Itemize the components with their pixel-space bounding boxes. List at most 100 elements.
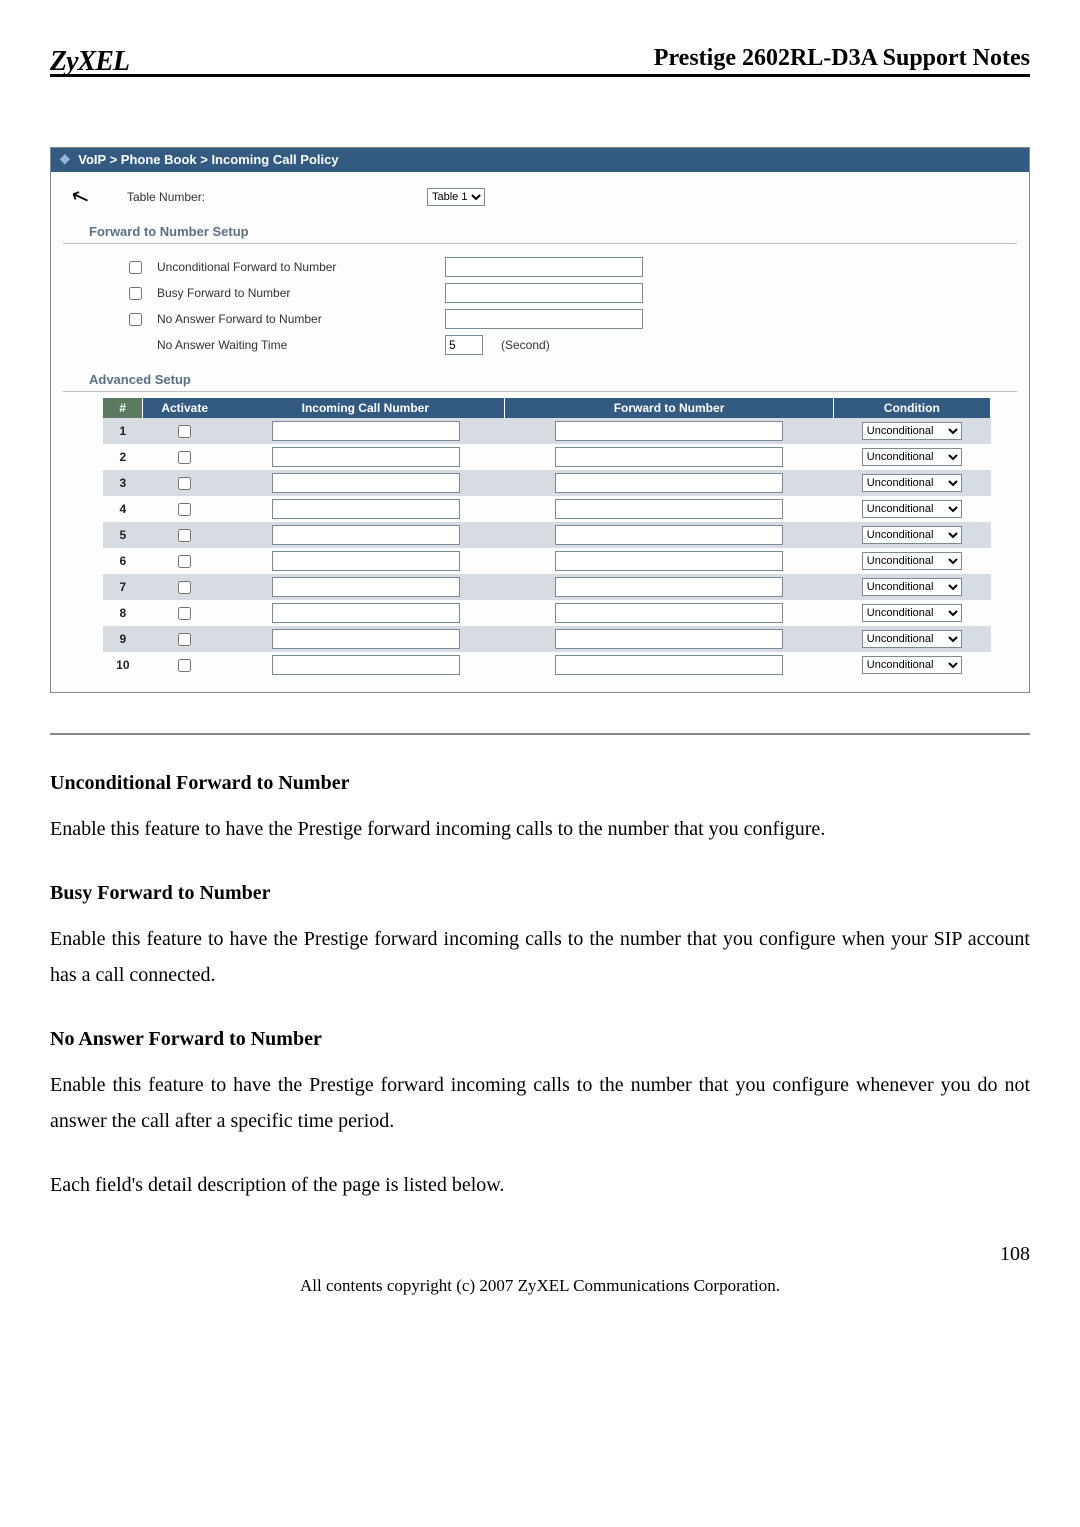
page-title: Prestige 2602RL-D3A Support Notes (654, 45, 1030, 72)
incoming-number-input[interactable] (272, 473, 460, 493)
forward-number-input[interactable] (555, 499, 783, 519)
advanced-setup-heading: Advanced Setup (63, 370, 1017, 392)
row-number: 9 (103, 626, 143, 652)
unconditional-forward-input[interactable] (445, 257, 643, 277)
activate-cell (143, 652, 227, 678)
noanswer-forward-checkbox[interactable] (129, 313, 142, 326)
condition-select[interactable]: Unconditional (862, 448, 962, 466)
forward-number-input[interactable] (555, 603, 783, 623)
forward-number-input[interactable] (555, 551, 783, 571)
row-number: 3 (103, 470, 143, 496)
forward-number-cell (505, 652, 833, 678)
incoming-number-cell (226, 574, 505, 600)
condition-cell: Unconditional (833, 470, 990, 496)
activate-cell (143, 574, 227, 600)
activate-cell (143, 418, 227, 444)
incoming-number-input[interactable] (272, 551, 460, 571)
page-header: ZyXEL Prestige 2602RL-D3A Support Notes (50, 40, 1030, 77)
forward-number-cell (505, 626, 833, 652)
page-number: 108 (50, 1243, 1030, 1266)
incoming-number-input[interactable] (272, 629, 460, 649)
forward-number-cell (505, 418, 833, 444)
noanswer-forward-input[interactable] (445, 309, 643, 329)
row-number: 6 (103, 548, 143, 574)
unconditional-forward-checkbox[interactable] (129, 261, 142, 274)
col-incoming: Incoming Call Number (226, 398, 505, 418)
config-screenshot: ❖ VoIP > Phone Book > Incoming Call Poli… (50, 147, 1030, 693)
incoming-number-cell (226, 626, 505, 652)
activate-checkbox[interactable] (178, 659, 191, 672)
table-number-label: Table Number: (127, 190, 427, 204)
condition-select[interactable]: Unconditional (862, 474, 962, 492)
table-row: 7 Unconditional (103, 574, 991, 600)
incoming-number-input[interactable] (272, 499, 460, 519)
row-number: 4 (103, 496, 143, 522)
col-hash: # (103, 398, 143, 418)
table-row: 8 Unconditional (103, 600, 991, 626)
forward-number-cell (505, 522, 833, 548)
activate-checkbox[interactable] (178, 555, 191, 568)
incoming-number-input[interactable] (272, 525, 460, 545)
activate-checkbox[interactable] (178, 581, 191, 594)
condition-select[interactable]: Unconditional (862, 552, 962, 570)
condition-cell: Unconditional (833, 444, 990, 470)
table-row: 4 Unconditional (103, 496, 991, 522)
col-condition: Condition (833, 398, 990, 418)
incoming-number-input[interactable] (272, 577, 460, 597)
table-number-select[interactable]: Table 1 (427, 188, 485, 206)
copyright: All contents copyright (c) 2007 ZyXEL Co… (50, 1276, 1030, 1296)
condition-cell: Unconditional (833, 496, 990, 522)
busy-forward-input[interactable] (445, 283, 643, 303)
forward-number-input[interactable] (555, 473, 783, 493)
forward-number-cell (505, 600, 833, 626)
forward-number-input[interactable] (555, 447, 783, 467)
table-row: 5Unconditional (103, 522, 991, 548)
waiting-time-input[interactable] (445, 335, 483, 355)
incoming-number-input[interactable] (272, 603, 460, 623)
waiting-time-label: No Answer Waiting Time (157, 338, 445, 352)
forward-number-cell (505, 548, 833, 574)
incoming-number-input[interactable] (272, 421, 460, 441)
row-number: 7 (103, 574, 143, 600)
activate-cell (143, 522, 227, 548)
activate-cell (143, 548, 227, 574)
row-number: 8 (103, 600, 143, 626)
activate-checkbox[interactable] (178, 451, 191, 464)
forward-number-input[interactable] (555, 629, 783, 649)
incoming-number-cell (226, 600, 505, 626)
activate-checkbox[interactable] (178, 529, 191, 542)
activate-checkbox[interactable] (178, 607, 191, 620)
row-number: 10 (103, 652, 143, 678)
incoming-number-input[interactable] (272, 447, 460, 467)
breadcrumb-text: VoIP > Phone Book > Incoming Call Policy (78, 152, 338, 167)
doc-text-busy: Enable this feature to have the Prestige… (50, 921, 1030, 993)
forward-number-input[interactable] (555, 421, 783, 441)
doc-heading-busy: Busy Forward to Number (50, 875, 1030, 911)
forward-number-cell (505, 574, 833, 600)
busy-forward-checkbox[interactable] (129, 287, 142, 300)
activate-checkbox[interactable] (178, 477, 191, 490)
forward-number-input[interactable] (555, 577, 783, 597)
condition-cell: Unconditional (833, 600, 990, 626)
condition-select[interactable]: Unconditional (862, 500, 962, 518)
activate-checkbox[interactable] (178, 425, 191, 438)
busy-forward-label: Busy Forward to Number (157, 286, 445, 300)
condition-select[interactable]: Unconditional (862, 526, 962, 544)
doc-text-detail: Each field's detail description of the p… (50, 1167, 1030, 1203)
incoming-number-cell (226, 548, 505, 574)
activate-checkbox[interactable] (178, 633, 191, 646)
activate-cell (143, 626, 227, 652)
forward-number-input[interactable] (555, 525, 783, 545)
table-row: 6 Unconditional (103, 548, 991, 574)
incoming-number-input[interactable] (272, 655, 460, 675)
condition-select[interactable]: Unconditional (862, 578, 962, 596)
forward-number-input[interactable] (555, 655, 783, 675)
condition-select[interactable]: Unconditional (862, 630, 962, 648)
condition-cell: Unconditional (833, 522, 990, 548)
condition-select[interactable]: Unconditional (862, 604, 962, 622)
condition-select[interactable]: Unconditional (862, 656, 962, 674)
incoming-number-cell (226, 496, 505, 522)
activate-checkbox[interactable] (178, 503, 191, 516)
condition-select[interactable]: Unconditional (862, 422, 962, 440)
incoming-number-cell (226, 444, 505, 470)
